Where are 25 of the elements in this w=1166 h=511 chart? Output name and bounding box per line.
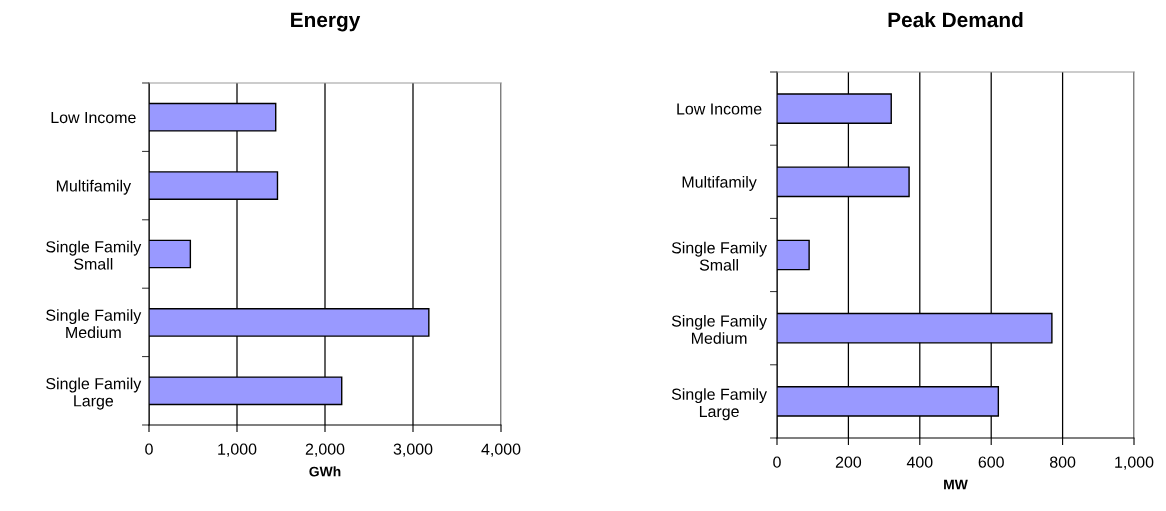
x-tick-label: 1,000 bbox=[1115, 456, 1154, 470]
y-tick-label: Low Income bbox=[51, 112, 136, 124]
y-tick-label: Multifamily bbox=[682, 176, 757, 191]
x-axis-title: GWh bbox=[309, 466, 341, 477]
x-tick-label: 4,000 bbox=[481, 443, 521, 457]
x-tick-label: 3,000 bbox=[393, 443, 433, 457]
y-tick-label: Single Family Medium bbox=[671, 314, 767, 344]
y-tick-label: Low Income bbox=[677, 103, 762, 115]
y-tick-label: Single Family Large bbox=[46, 377, 142, 410]
chart-title: Energy bbox=[291, 12, 361, 32]
y-tick-label: Single Family Small bbox=[46, 240, 142, 270]
x-tick-label: 0 bbox=[773, 456, 781, 468]
y-tick-label: Multifamily bbox=[56, 179, 132, 195]
x-tick-label: 800 bbox=[1049, 456, 1076, 468]
x-tick-label: 2,000 bbox=[305, 443, 345, 457]
x-tick-label: 200 bbox=[835, 456, 862, 468]
x-tick-label: 1,000 bbox=[218, 443, 257, 457]
y-tick-label: Single Family Large bbox=[671, 388, 767, 421]
y-tick-label: Single Family Small bbox=[671, 241, 767, 271]
y-tick-label: Single Family Medium bbox=[46, 309, 142, 339]
x-tick-label: 400 bbox=[906, 456, 933, 468]
x-tick-label: 0 bbox=[145, 443, 153, 455]
x-tick-label: 600 bbox=[978, 456, 1004, 468]
x-axis-title: MW bbox=[944, 479, 968, 490]
chart-title: Peak Demand bbox=[888, 11, 1023, 28]
